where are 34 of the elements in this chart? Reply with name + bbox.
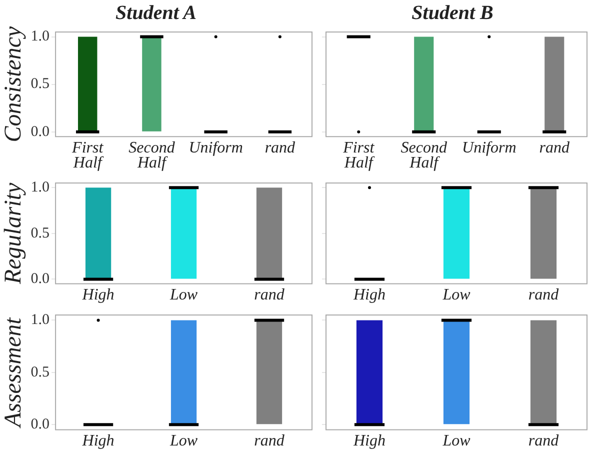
x-tick-label: First Half [342, 139, 376, 172]
x-tick-label: High [81, 286, 114, 304]
x-tick-label: Second Half [128, 139, 176, 172]
x-tick-label: First Half [71, 139, 104, 172]
x-tick-label: rand [539, 139, 570, 156]
x-tick-label: Low [168, 432, 198, 450]
y-tick-label: 1.0 [30, 312, 50, 328]
x-tick-label: rand [528, 286, 560, 304]
y-tick-label: 1.0 [30, 28, 50, 45]
y-tick-label: 0.5 [30, 225, 50, 242]
x-tick-label: rand [528, 432, 560, 450]
x-tick-label: High [352, 286, 386, 304]
y-axis-title: Assessment [0, 316, 27, 430]
y-axis-title: Regularity [0, 182, 27, 286]
y-tick-label: 0.5 [30, 76, 50, 92]
x-tick-label: Uniform [462, 139, 516, 156]
x-tick-label: rand [254, 432, 286, 450]
x-tick-label: rand [254, 286, 286, 304]
x-tick-label: rand [264, 139, 296, 156]
x-tick-label: High [81, 432, 114, 450]
x-tick-label: Low [442, 432, 471, 450]
x-tick-label: Low [442, 286, 471, 304]
y-axis-title: Consistency [0, 26, 27, 142]
y-tick-label: 1.0 [30, 180, 50, 196]
chart-title: Student A [116, 2, 196, 24]
x-tick-label: High [352, 432, 386, 450]
chart-title: Student B [412, 2, 494, 24]
x-tick-label: Second Half [400, 139, 448, 172]
x-tick-label: Uniform [188, 139, 243, 156]
y-tick-label: 0.0 [30, 271, 50, 288]
y-tick-label: 0.0 [30, 416, 50, 433]
x-tick-label: Low [168, 286, 198, 304]
y-tick-label: 0.5 [30, 364, 50, 380]
y-tick-label: 0.0 [30, 124, 50, 140]
